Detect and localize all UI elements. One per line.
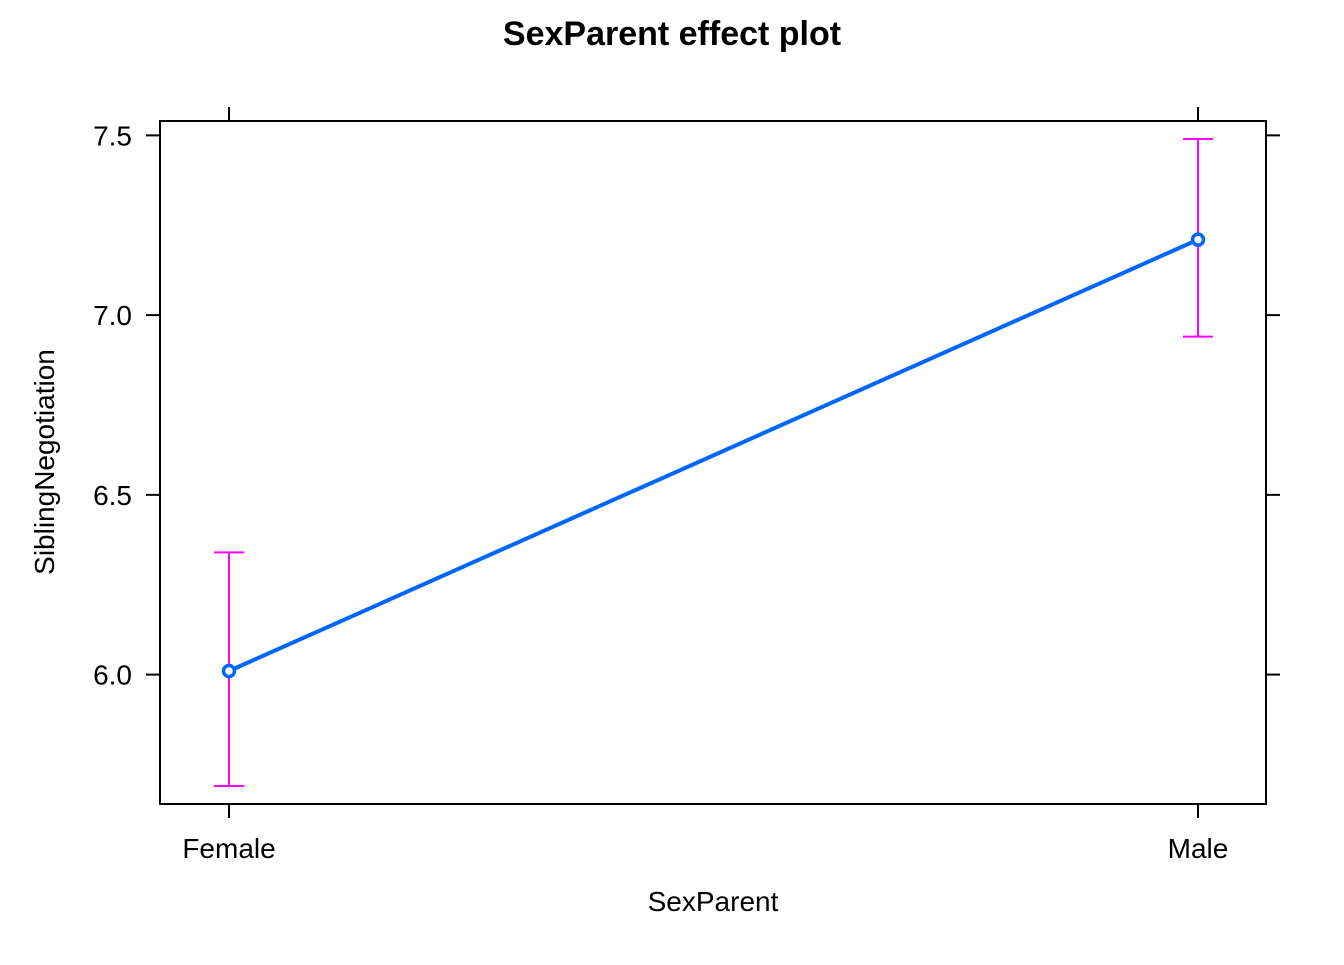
chart-title: SexParent effect plot bbox=[503, 15, 841, 53]
x-tick-label: Female bbox=[182, 833, 275, 864]
series-points bbox=[221, 232, 1206, 679]
y-tick-label: 6.5 bbox=[93, 480, 132, 511]
data-point bbox=[221, 663, 237, 679]
y-tick-label: 7.5 bbox=[93, 120, 132, 151]
x-axis-label: SexParent bbox=[648, 886, 779, 917]
series-line bbox=[228, 237, 1199, 673]
y-tick-label: 7.0 bbox=[93, 300, 132, 331]
x-axis-ticks: Female Male bbox=[182, 107, 1228, 864]
error-bars bbox=[214, 137, 1213, 788]
y-axis-label: SiblingNegotiation bbox=[29, 349, 60, 575]
series-lines bbox=[228, 237, 1199, 673]
data-point bbox=[1190, 232, 1206, 247]
y-axis-ticks: 6.0 6.5 7.0 7.5 bbox=[93, 120, 1280, 691]
y-tick-label: 6.0 bbox=[93, 660, 132, 691]
plot-frame bbox=[159, 120, 1267, 805]
x-tick-label: Male bbox=[1168, 833, 1229, 864]
